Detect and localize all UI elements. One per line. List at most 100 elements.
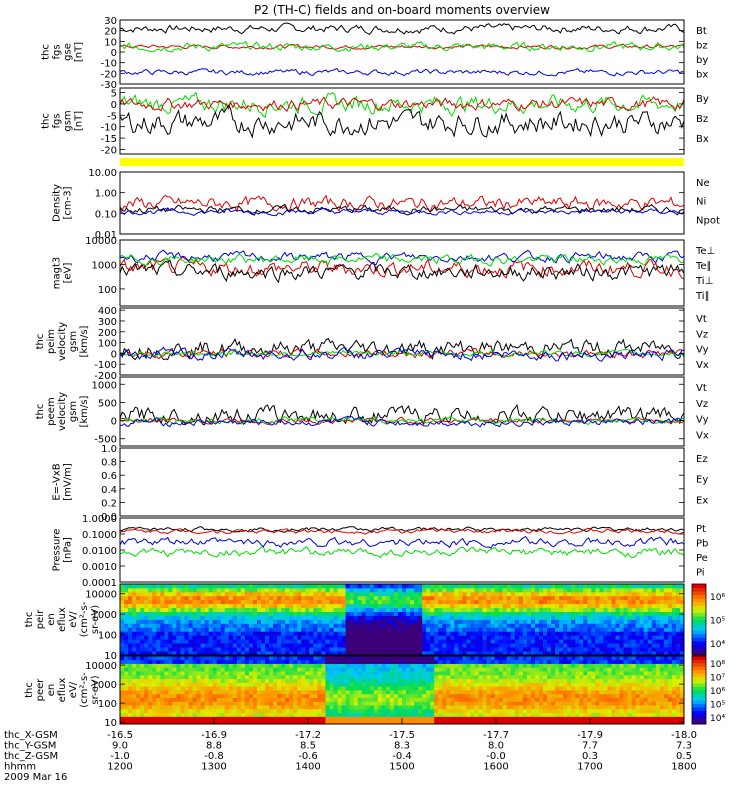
plot-title: P2 (TH-C) fields and on-board moments ov… xyxy=(254,3,550,17)
series-line-Vy xyxy=(119,416,685,425)
colorbar-tick-label: 10⁸ xyxy=(710,660,725,670)
y-axis-label: E=-VxB[mV/m] xyxy=(52,463,74,501)
y-tick-label: 100 xyxy=(98,339,117,350)
y-tick-label: -30 xyxy=(101,80,117,91)
x-tick-label: -17.9 xyxy=(577,730,603,741)
legend-label: Pb xyxy=(696,539,708,550)
y-tick-label: 0.01 xyxy=(95,230,117,241)
panel-temperature: Te⊥ Te∥ Ti⊥ Ti∥ 10000 1000 100 magt3[eV] xyxy=(52,236,715,307)
series-line-Bz xyxy=(119,96,685,113)
y-tick-label: -100 xyxy=(94,360,117,371)
legend-label: bx xyxy=(696,70,708,81)
y-axis-label: thcfgsgsm[nT] xyxy=(41,110,85,131)
y-tick-label: 10 xyxy=(104,651,117,662)
legend-label: Ti⊥ xyxy=(695,276,713,287)
y-tick-label: 0.0100 xyxy=(82,546,117,557)
y-tick-label: 0 xyxy=(111,48,117,59)
y-tick-label: 10000 xyxy=(85,590,117,601)
y-tick-label: 0.10 xyxy=(95,209,117,220)
y-tick-label: 1000 xyxy=(92,610,117,621)
x-tick-label: 1800 xyxy=(671,762,696,773)
panel-peir-efflux: 10000 1000 100 10 thcpeirenefluxeV/(cm²-s-sr… xyxy=(24,583,685,662)
x-tick-label: 8.0 xyxy=(488,741,504,752)
x-tick-label: -17.5 xyxy=(389,730,415,741)
y-axis-label: thcfgsgse[nT] xyxy=(41,42,85,62)
legend-label: Vz xyxy=(696,329,708,340)
legend-label: Bt xyxy=(696,26,707,37)
y-axis-label: thcpeirenefluxeV/(cm²-s-sr-eV) xyxy=(24,601,101,637)
panel-frame xyxy=(119,583,685,656)
series-line-Pe xyxy=(119,545,685,559)
y-tick-label: 30 xyxy=(104,16,117,27)
legend-label: Pi xyxy=(696,568,705,579)
panel-peer-efflux: 10000 1000 100 10thcpeerenefluxeV/(cm²-s-sr… xyxy=(24,655,685,729)
colorbar-peer-efflux: 10⁸ 10⁷ 10⁶ 10⁵ 10⁴ xyxy=(691,655,725,725)
legend-label: Bz xyxy=(696,114,708,125)
panel-frame xyxy=(119,239,685,307)
panel-efield: Ez Ey Ex 1.0 0.8 0.6 0.4 0.2 0.0 E=-VxB[mV/m] xyxy=(52,444,709,523)
y-tick-label: 1.0000 xyxy=(82,514,117,525)
legend-label: Ni xyxy=(696,197,706,208)
y-tick-label: 1.00 xyxy=(95,189,117,200)
x-tick-label: 8.5 xyxy=(300,741,316,752)
colorbar-peir-efflux: 10⁶ 10⁵ 10⁴ xyxy=(691,583,725,656)
y-tick-label: 0.1000 xyxy=(82,530,117,541)
y-tick-label: 100 xyxy=(98,631,117,642)
colorbar-tick-label: 10⁴ xyxy=(710,640,725,650)
y-tick-label: 1000 xyxy=(92,260,117,271)
y-tick-label: 10.00 xyxy=(88,168,117,179)
y-tick-label: 1000 xyxy=(92,380,117,391)
panel-density: Ne Ni Npot 10.00 1.00 0.10 0.01 Density[cm-3] xyxy=(52,168,720,241)
y-tick-label: 10 xyxy=(104,37,117,48)
y-tick-label: 200 xyxy=(98,328,117,339)
y-tick-label: 500 xyxy=(98,398,117,409)
y-axis-label: Pressure[nPa] xyxy=(52,529,74,572)
legend-label: Pe xyxy=(696,553,708,564)
plot-date: 2009 Mar 16 xyxy=(4,772,67,783)
y-tick-label: -20 xyxy=(101,69,117,80)
legend-label: Ex xyxy=(696,495,708,506)
y-tick-label: -10 xyxy=(101,59,117,70)
x-tick-label: 9.0 xyxy=(112,741,128,752)
colorbar-tick-label: 10⁶ xyxy=(710,593,725,603)
x-tick-label: -1.0 xyxy=(110,751,130,762)
y-tick-label: 0.6 xyxy=(101,471,117,482)
legend-label: Vx xyxy=(696,360,709,371)
x-tick-label: 1300 xyxy=(201,762,226,773)
colorbar-tick-label: 10⁴ xyxy=(710,714,725,724)
y-tick-label: 300 xyxy=(98,317,117,328)
x-tick-label: 0.3 xyxy=(582,751,598,762)
legend-label: Vy xyxy=(696,415,709,426)
series-line-by xyxy=(119,40,685,53)
x-tick-label: 1200 xyxy=(107,762,132,773)
x-tick-label: 7.3 xyxy=(676,741,692,752)
y-tick-label: 10 xyxy=(104,718,117,729)
panel-pressure: Pt Pb Pe Pi 1.0000 0.1000 0.0100 0.0010 0.0001 Pr… xyxy=(52,514,709,589)
series-line-Pi xyxy=(119,535,685,549)
legend-label: Vt xyxy=(696,383,707,394)
y-tick-label: 0.2 xyxy=(101,498,117,509)
legend-label: Vx xyxy=(696,430,709,441)
x-tick-label: -16.5 xyxy=(107,730,133,741)
series-line-Npot xyxy=(119,207,685,217)
series-line-Bx xyxy=(119,104,685,139)
legend-label: Ti∥ xyxy=(695,291,710,302)
y-tick-label: 100 xyxy=(98,699,117,710)
y-tick-label: 400 xyxy=(98,306,117,317)
colorbar-tick-label: 10⁵ xyxy=(710,701,725,711)
y-tick-label: 10000 xyxy=(85,661,117,672)
x-tick-label: 0.5 xyxy=(676,751,692,762)
x-tick-label: 1700 xyxy=(577,762,602,773)
series-line-Te⊥ xyxy=(119,256,685,280)
x-tick-label: -0.6 xyxy=(298,751,318,762)
series-line-Vt xyxy=(119,337,685,361)
legend-label: Te⊥ xyxy=(695,246,715,257)
x-axis-row-label: thc_X-GSM xyxy=(4,730,58,741)
quality-flag-bar xyxy=(120,158,684,166)
x-axis-row-label: hhmm xyxy=(4,762,36,773)
series-line-Te∥ xyxy=(119,259,685,284)
series-line-Vy xyxy=(119,348,684,358)
legend-label: by xyxy=(696,55,708,66)
